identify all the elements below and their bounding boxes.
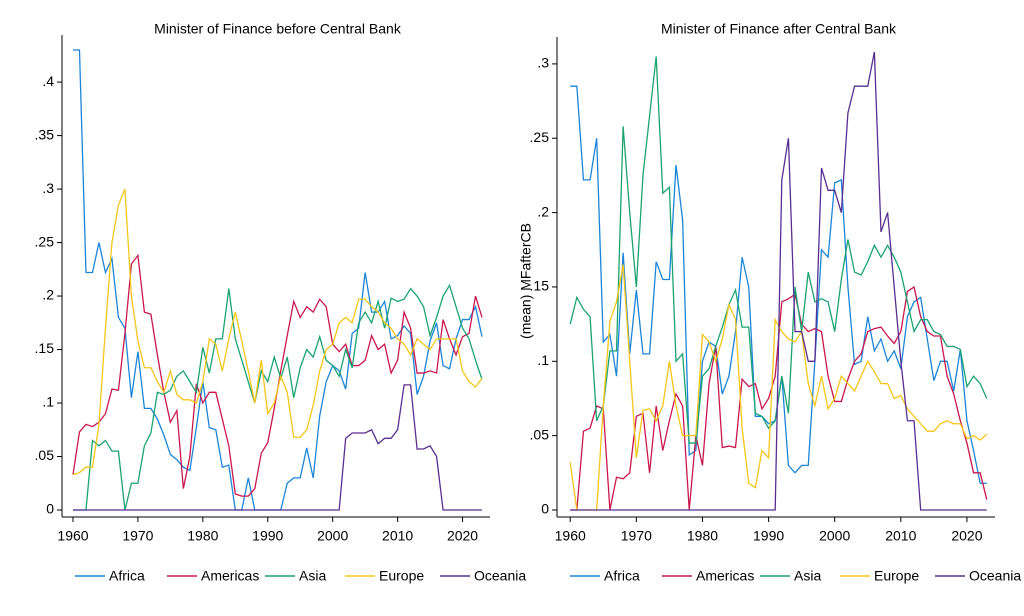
y-tick-label: .3 — [42, 180, 54, 196]
y-tick-label: .05 — [35, 447, 55, 463]
chart-title: Minister of Finance before Central Bank — [154, 21, 402, 37]
x-tick-label: 1980 — [687, 528, 718, 544]
series-line — [570, 51, 987, 511]
x-tick-label: 1980 — [187, 528, 218, 544]
series-line — [569, 264, 988, 511]
legend-label: Asia — [794, 568, 821, 584]
x-tick-label: 1990 — [753, 528, 784, 544]
x-tick-label: 1970 — [621, 528, 652, 544]
x-tick-label: 1960 — [555, 528, 586, 544]
series-line — [72, 283, 483, 511]
series-line — [570, 85, 987, 484]
y-tick-label: 0 — [46, 501, 54, 517]
x-tick-label: 1960 — [57, 528, 88, 544]
series-line — [569, 56, 988, 444]
legend-label: Americas — [201, 568, 259, 584]
legend-label: Africa — [109, 568, 145, 584]
legend-label: Asia — [299, 568, 326, 584]
y-tick-label: .15 — [35, 340, 55, 356]
y-tick-label: .25 — [35, 233, 55, 249]
y-tick-label: .2 — [537, 203, 549, 219]
series-line — [72, 384, 483, 511]
y-tick-label: .35 — [35, 126, 55, 142]
x-tick-label: 2000 — [317, 528, 348, 544]
series-line — [72, 49, 483, 511]
y-tick-label: .3 — [537, 55, 549, 71]
y-tick-label: .1 — [537, 352, 549, 368]
y-tick-label: .25 — [530, 129, 550, 145]
y-tick-label: 0 — [541, 501, 549, 517]
x-tick-label: 2010 — [382, 528, 413, 544]
y-tick-label: .05 — [530, 426, 550, 442]
x-tick-label: 2000 — [819, 528, 850, 544]
x-tick-label: 1970 — [122, 528, 153, 544]
legend-label: Europe — [379, 568, 424, 584]
legend-label: Europe — [874, 568, 919, 584]
x-tick-label: 2010 — [885, 528, 916, 544]
chart-title: Minister of Finance after Central Bank — [661, 21, 897, 37]
y-tick-label: .4 — [42, 73, 54, 89]
legend-label: Oceania — [969, 568, 1021, 584]
legend-label: Americas — [696, 568, 754, 584]
y-tick-label: .2 — [42, 287, 54, 303]
y-tick-label: .15 — [530, 278, 550, 294]
y-axis-label: (mean) MFafterCB — [518, 223, 534, 339]
legend-label: Oceania — [474, 568, 526, 584]
series-line — [72, 188, 483, 476]
x-tick-label: 2020 — [951, 528, 982, 544]
y-tick-label: .1 — [42, 394, 54, 410]
x-tick-label: 2020 — [447, 528, 478, 544]
legend-label: Africa — [604, 568, 640, 584]
x-tick-label: 1990 — [252, 528, 283, 544]
